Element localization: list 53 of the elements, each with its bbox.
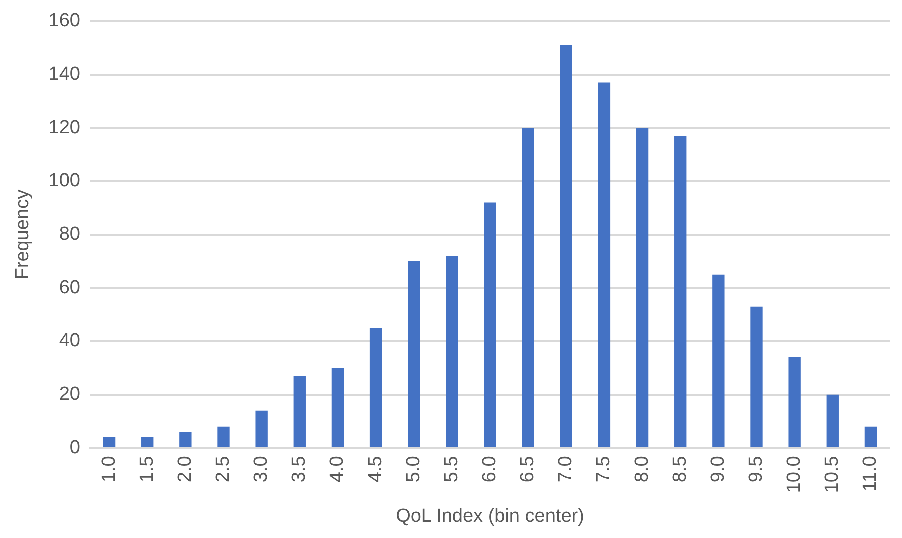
- y-axis-title: Frequency: [12, 189, 34, 280]
- y-tick-label: 160: [48, 10, 80, 32]
- bar: [598, 82, 611, 448]
- x-tick-label: 11.0: [860, 456, 882, 492]
- bar: [674, 136, 687, 448]
- x-tick-label: 10.5: [822, 456, 844, 494]
- x-tick-label: 3.0: [251, 456, 272, 483]
- x-tick-label: 9.5: [746, 456, 767, 483]
- bar: [522, 128, 534, 448]
- bar: [826, 394, 839, 448]
- bar: [712, 274, 725, 448]
- x-tick-label: 6.5: [518, 456, 539, 483]
- x-axis-title: QoL Index (bin center): [396, 506, 584, 527]
- y-tick-label: 0: [70, 437, 80, 458]
- bar: [142, 438, 154, 448]
- y-tick-label: 140: [48, 64, 80, 85]
- y-tick-label: 60: [59, 277, 80, 298]
- x-tick-label: 1.0: [98, 456, 120, 483]
- bar: [103, 438, 116, 448]
- bar: [560, 45, 572, 448]
- bar: [446, 256, 458, 448]
- bar: [256, 410, 268, 448]
- bar: [294, 376, 306, 448]
- x-tick-label: 5.5: [441, 456, 462, 483]
- x-tick-label: 7.5: [594, 456, 615, 483]
- x-tick-label: 5.0: [403, 456, 424, 483]
- bar: [408, 261, 420, 448]
- x-tick-label: 4.5: [365, 456, 386, 483]
- x-tick-label: 8.5: [670, 456, 691, 483]
- x-tick-label: 7.0: [556, 456, 577, 483]
- y-tick-label: 40: [59, 330, 80, 352]
- x-tick-label: 2.0: [174, 456, 196, 483]
- bar: [180, 432, 192, 448]
- x-tick-label: 8.0: [632, 456, 653, 483]
- y-tick-label: 120: [48, 117, 80, 138]
- x-tick-label: 6.0: [479, 456, 500, 483]
- x-tick-label: 3.5: [289, 456, 310, 483]
- bar: [636, 128, 649, 448]
- bar: [788, 358, 801, 448]
- bar: [750, 306, 763, 448]
- y-tick-label: 80: [59, 224, 80, 246]
- y-tick-label: 100: [48, 170, 80, 192]
- bar: [484, 202, 496, 448]
- x-tick-label: 4.0: [327, 456, 348, 483]
- bar: [218, 426, 230, 448]
- x-tick-label: 2.5: [212, 456, 234, 483]
- bar: [370, 328, 382, 448]
- x-tick-label: 9.0: [708, 456, 729, 483]
- x-tick-label: 1.5: [136, 456, 158, 483]
- y-tick-label: 20: [59, 384, 80, 406]
- x-tick-label: 10.0: [784, 456, 806, 494]
- bar: [332, 368, 344, 448]
- bar: [864, 426, 878, 448]
